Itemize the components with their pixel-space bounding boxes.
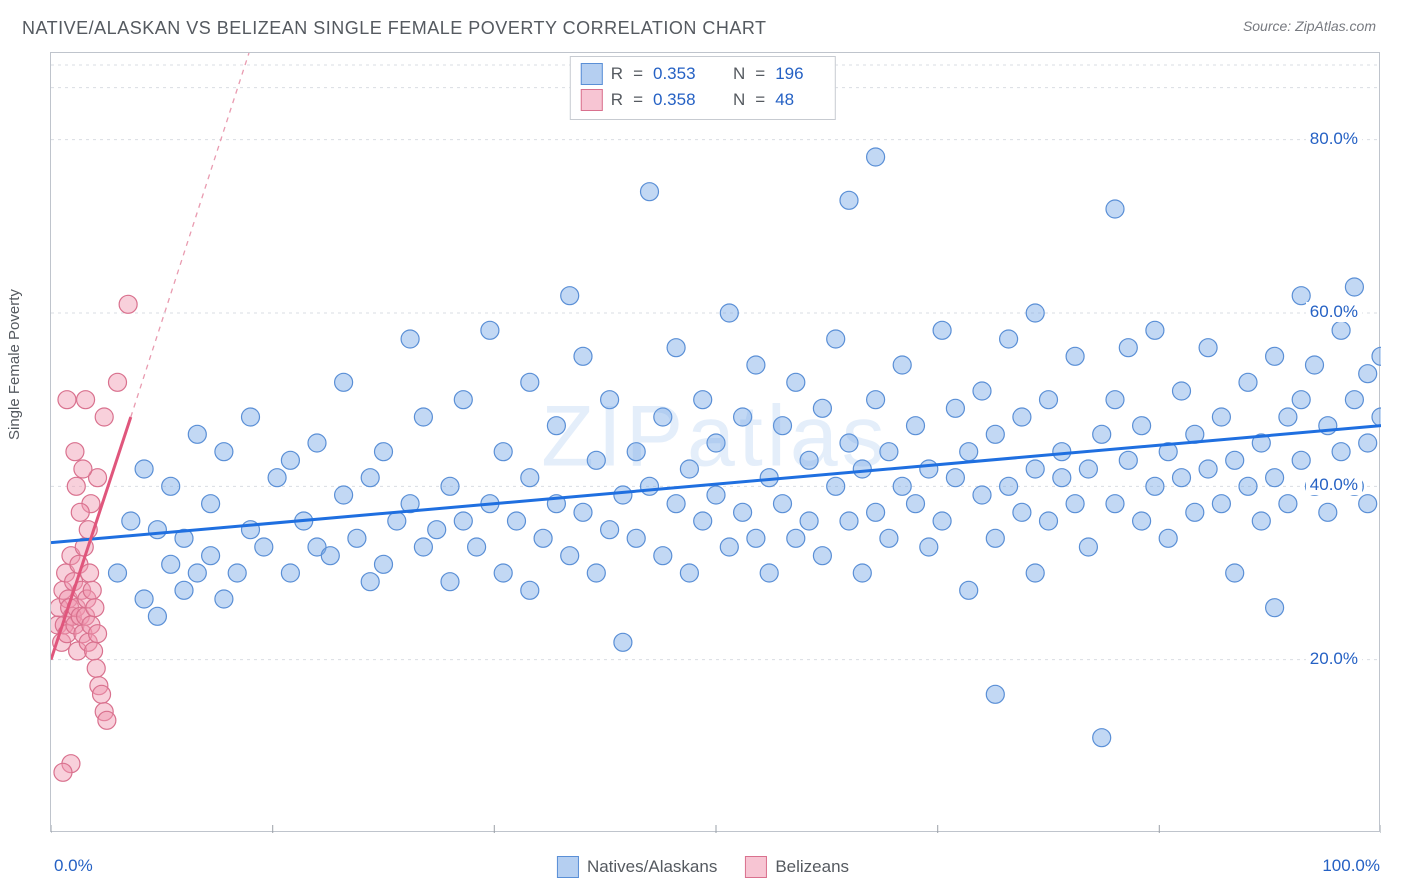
pink-r-value: 0.358 [653, 87, 703, 113]
stats-row-pink: R = 0.358 N = 48 [581, 87, 825, 113]
n-label: N [733, 87, 745, 113]
y-tick-label: 40.0% [1306, 475, 1362, 495]
y-tick-label: 60.0% [1306, 302, 1362, 322]
y-axis-label: Single Female Poverty [6, 289, 23, 440]
n-label: N [733, 61, 745, 87]
blue-n-value: 196 [775, 61, 825, 87]
source-credit: Source: ZipAtlas.com [1243, 18, 1376, 34]
scatter-svg [51, 53, 1381, 833]
legend-item-blue: Natives/Alaskans [557, 856, 717, 878]
x-axis-max-label: 100.0% [1322, 856, 1380, 876]
stats-row-blue: R = 0.353 N = 196 [581, 61, 825, 87]
blue-r-value: 0.353 [653, 61, 703, 87]
swatch-pink-icon [745, 856, 767, 878]
swatch-blue-icon [581, 63, 603, 85]
chart-title: NATIVE/ALASKAN VS BELIZEAN SINGLE FEMALE… [22, 18, 767, 39]
legend-blue-label: Natives/Alaskans [587, 857, 717, 877]
equals-sign: = [753, 61, 767, 87]
y-tick-label: 20.0% [1306, 649, 1362, 669]
pink-n-value: 48 [775, 87, 825, 113]
equals-sign: = [753, 87, 767, 113]
r-label: R [611, 87, 623, 113]
source-name: ZipAtlas.com [1295, 18, 1376, 34]
swatch-blue-icon [557, 856, 579, 878]
legend-pink-label: Belizeans [775, 857, 849, 877]
legend-item-pink: Belizeans [745, 856, 849, 878]
x-axis-min-label: 0.0% [54, 856, 93, 876]
plot-area: ZIPatlas [50, 52, 1380, 832]
equals-sign: = [631, 61, 645, 87]
stats-legend: R = 0.353 N = 196 R = 0.358 N = 48 [570, 56, 836, 120]
equals-sign: = [631, 87, 645, 113]
swatch-pink-icon [581, 89, 603, 111]
source-prefix: Source: [1243, 18, 1295, 34]
r-label: R [611, 61, 623, 87]
y-tick-label: 80.0% [1306, 129, 1362, 149]
series-legend: Natives/Alaskans Belizeans [557, 856, 849, 878]
